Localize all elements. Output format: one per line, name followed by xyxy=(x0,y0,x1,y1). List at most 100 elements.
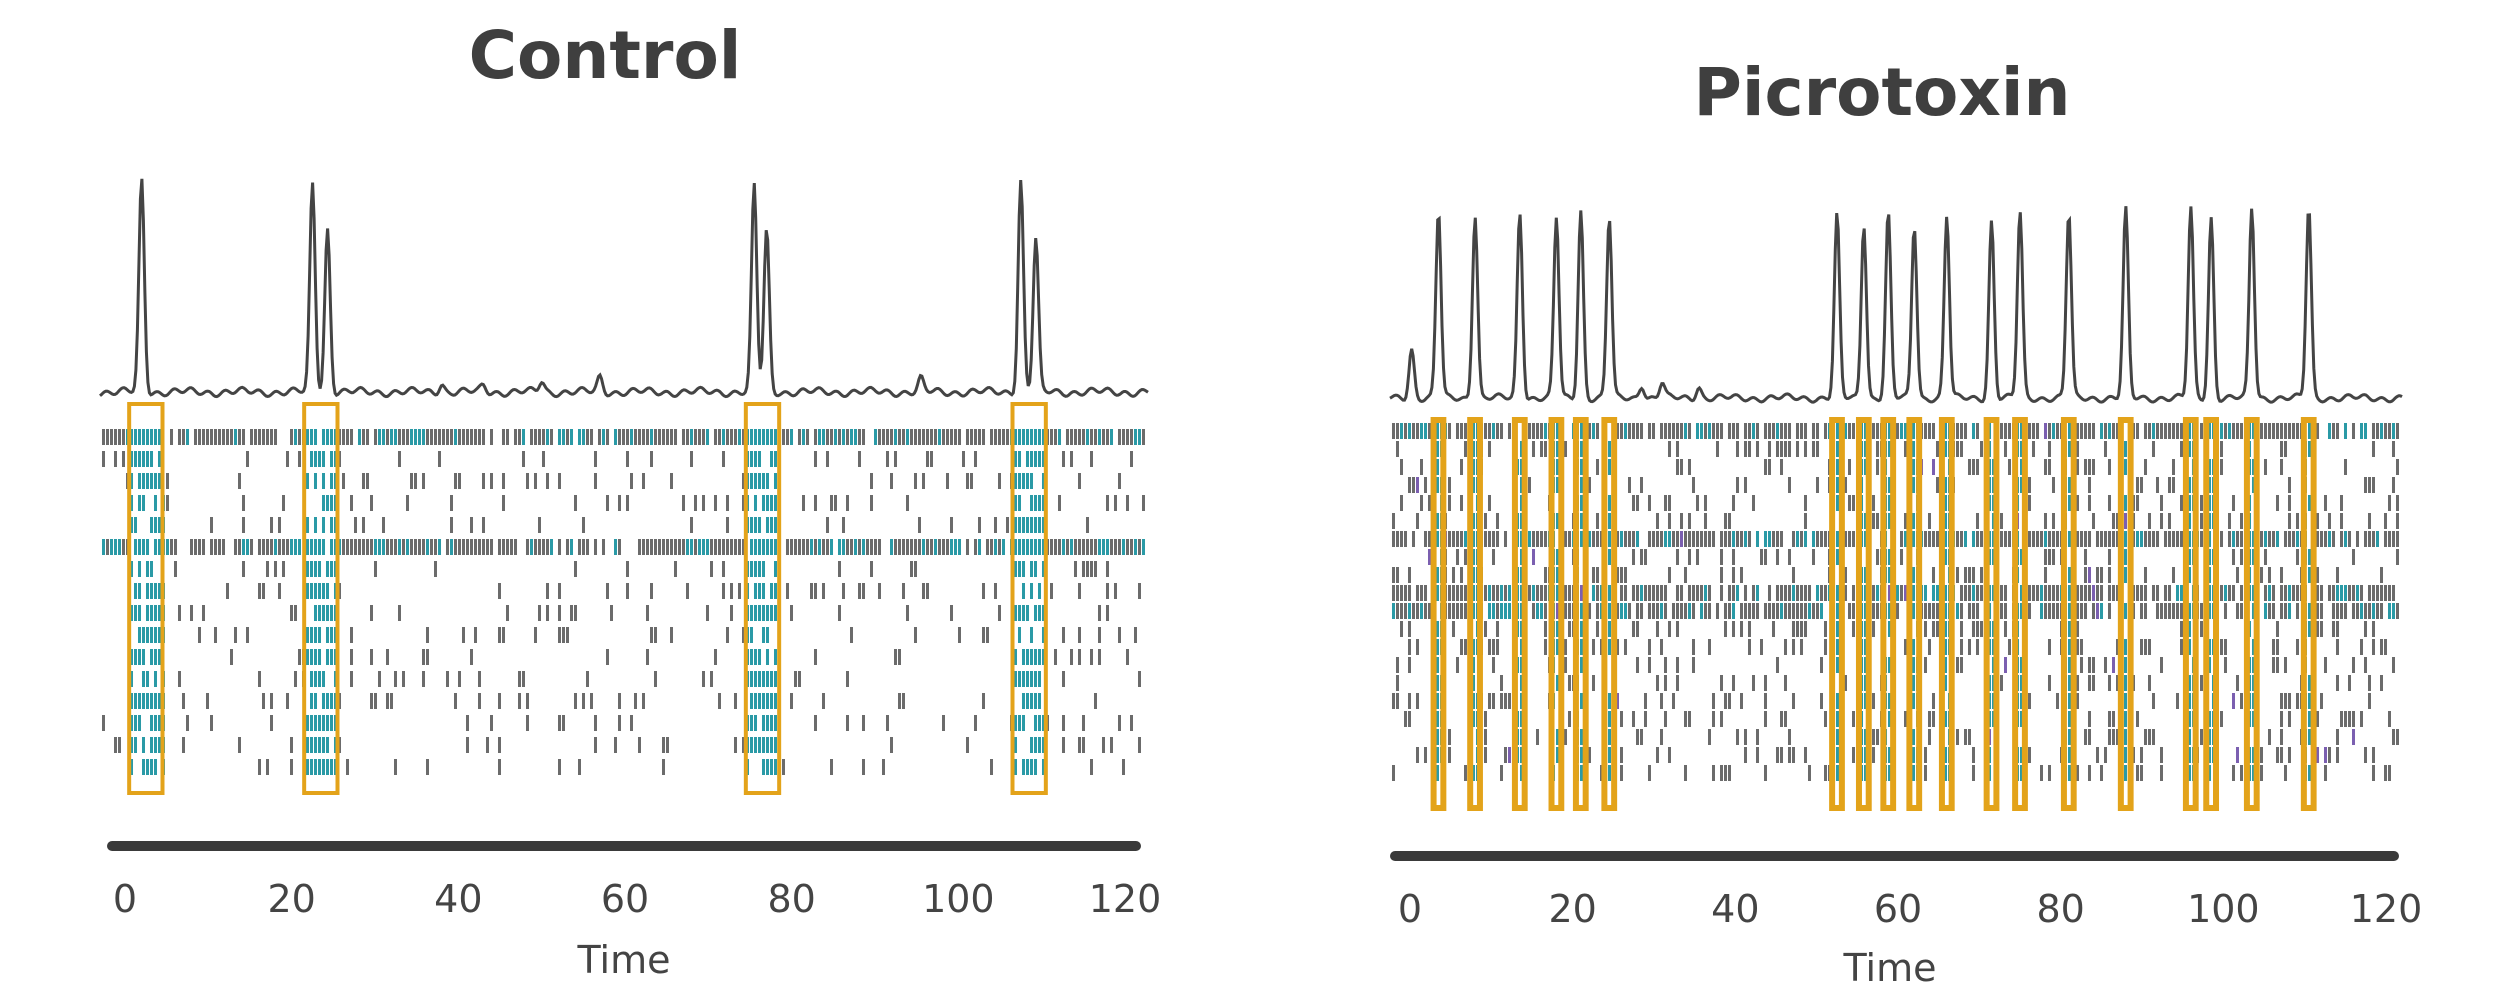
spike-mark xyxy=(2336,639,2339,655)
spike-mark xyxy=(158,605,161,621)
spike-mark xyxy=(1520,639,1523,655)
spike-mark xyxy=(242,495,245,511)
spike-mark xyxy=(1968,585,1971,601)
spike-mark xyxy=(1636,657,1639,673)
spike-mark xyxy=(762,539,765,555)
spike-mark xyxy=(2116,729,2119,745)
spike-mark xyxy=(130,737,133,753)
spike-mark xyxy=(1436,585,1439,601)
spike-mark xyxy=(1488,585,1491,601)
spike-mark xyxy=(1980,585,1983,601)
spike-mark xyxy=(2140,765,2143,781)
spike-mark xyxy=(458,473,461,489)
spike-mark xyxy=(1872,729,1875,745)
spike-mark xyxy=(250,429,253,445)
spike-mark xyxy=(1780,747,1783,763)
spike-mark xyxy=(2368,675,2371,691)
spike-mark xyxy=(326,561,329,577)
spike-mark xyxy=(1424,585,1427,601)
spike-mark xyxy=(1764,459,1767,475)
spike-mark xyxy=(262,539,265,555)
x-tick-label: 100 xyxy=(2187,887,2260,931)
spike-mark xyxy=(1134,627,1137,643)
spike-mark xyxy=(1464,603,1467,619)
spike-mark xyxy=(750,539,753,555)
spike-mark xyxy=(2112,729,2115,745)
spike-mark xyxy=(1074,561,1077,577)
spike-mark xyxy=(2380,675,2383,691)
spike-mark xyxy=(2200,729,2203,745)
spike-mark xyxy=(226,429,229,445)
spike-mark xyxy=(1924,585,1927,601)
spike-mark xyxy=(1496,513,1499,529)
spike-mark xyxy=(2280,459,2283,475)
spike-mark xyxy=(2252,459,2255,475)
spike-mark xyxy=(2168,603,2171,619)
spike-mark xyxy=(154,583,157,599)
spike-mark xyxy=(1018,539,1021,555)
spike-mark xyxy=(1876,585,1879,601)
spike-mark xyxy=(314,583,317,599)
spike-mark xyxy=(1556,477,1559,493)
spike-mark xyxy=(878,583,881,599)
spike-mark xyxy=(2108,531,2111,547)
spike-mark xyxy=(630,429,633,445)
spike-mark xyxy=(1608,747,1611,763)
spike-mark xyxy=(1720,423,1723,439)
spike-mark xyxy=(1054,649,1057,665)
spike-mark xyxy=(774,473,777,489)
spike-mark xyxy=(1540,585,1543,601)
burst-window xyxy=(1983,417,2000,811)
spike-mark xyxy=(1018,671,1021,687)
spike-mark xyxy=(2176,585,2179,601)
spike-mark xyxy=(1588,531,1591,547)
spike-mark xyxy=(1408,585,1411,601)
spike-mark xyxy=(970,429,973,445)
spike-mark xyxy=(1416,747,1419,763)
spike-mark xyxy=(694,429,697,445)
spike-mark xyxy=(1796,531,1799,547)
spike-mark xyxy=(2340,513,2343,529)
spike-mark xyxy=(1976,459,1979,475)
spike-mark xyxy=(770,605,773,621)
spike-mark xyxy=(734,539,737,555)
spike-mark xyxy=(1736,477,1739,493)
spike-mark xyxy=(1460,585,1463,601)
spike-mark xyxy=(2280,567,2283,583)
spike-mark xyxy=(1976,513,1979,529)
spike-mark xyxy=(2080,657,2083,673)
spike-mark xyxy=(1724,513,1727,529)
spike-mark xyxy=(1030,693,1033,709)
spike-mark xyxy=(270,539,273,555)
spike-mark xyxy=(430,429,433,445)
spike-mark xyxy=(2112,657,2115,673)
spike-mark xyxy=(2040,531,2043,547)
spike-mark xyxy=(1780,711,1783,727)
spike-mark xyxy=(1620,603,1623,619)
spike-mark xyxy=(654,429,657,445)
spike-mark xyxy=(2032,423,2035,439)
spike-mark xyxy=(418,429,421,445)
spike-mark xyxy=(1620,765,1623,781)
spike-mark xyxy=(558,473,561,489)
spike-mark xyxy=(1912,639,1915,655)
spike-mark xyxy=(1392,567,1395,583)
spike-mark xyxy=(1544,423,1547,439)
spike-mark xyxy=(1528,531,1531,547)
spike-mark xyxy=(314,451,317,467)
spike-mark xyxy=(2332,603,2335,619)
spike-mark xyxy=(1528,585,1531,601)
spike-mark xyxy=(318,627,321,643)
spike-mark xyxy=(322,583,325,599)
spike-mark xyxy=(2124,729,2127,745)
spike-mark xyxy=(786,583,789,599)
spike-mark xyxy=(2352,549,2355,565)
spike-mark xyxy=(2144,729,2147,745)
spike-mark xyxy=(2396,459,2399,475)
spike-mark xyxy=(482,429,485,445)
spike-mark xyxy=(1034,451,1037,467)
spike-mark xyxy=(1078,473,1081,489)
spike-mark xyxy=(2268,423,2271,439)
spike-mark xyxy=(946,473,949,489)
spike-mark xyxy=(142,539,145,555)
